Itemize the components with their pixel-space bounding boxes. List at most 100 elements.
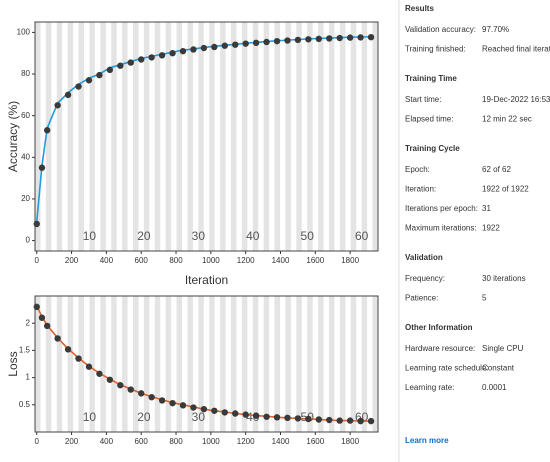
epoch-stripe <box>45 22 52 251</box>
learn-more-link[interactable]: Learn more <box>405 436 449 445</box>
epoch-stripe <box>67 22 74 251</box>
x-tick-label: 1400 <box>272 256 290 265</box>
training-line <box>35 35 372 222</box>
x-tick-label: 1000 <box>202 256 220 265</box>
validation-point <box>38 314 46 321</box>
y-tick-label: 0 <box>26 236 31 245</box>
field-label: Epoch: <box>405 165 430 174</box>
epoch-stripe <box>198 22 204 251</box>
x-tick-label: 200 <box>65 256 79 265</box>
epoch-stripe <box>329 22 335 251</box>
validation-point <box>305 415 312 423</box>
epoch-stripe <box>176 296 182 432</box>
validation-point <box>190 46 197 53</box>
validation-point <box>357 34 364 41</box>
x-tick-label: 1200 <box>237 256 255 265</box>
epoch-stripe <box>187 296 193 432</box>
epoch-label: 60 <box>355 229 369 243</box>
epoch-stripe <box>361 296 368 432</box>
validation-point <box>326 35 333 42</box>
epoch-stripe <box>67 296 74 432</box>
y-tick-label: 1.5 <box>19 346 31 355</box>
epoch-stripe <box>133 296 139 432</box>
field-value: 0.0001 <box>482 383 507 392</box>
epoch-stripe <box>285 296 291 432</box>
epoch-stripe <box>241 22 248 251</box>
epoch-stripe <box>252 296 259 432</box>
section-title: Training Cycle <box>405 144 460 153</box>
epoch-stripe <box>361 22 368 251</box>
field-label: Learning rate schedule: <box>405 364 489 373</box>
validation-point <box>158 397 166 404</box>
x-tick-label: 0 <box>35 256 40 265</box>
validation-point <box>148 54 155 61</box>
y-tick-label: 0.5 <box>19 400 31 409</box>
epoch-stripe <box>252 22 259 251</box>
epoch-label: 10 <box>83 229 97 243</box>
validation-point <box>315 35 323 43</box>
x-tick-label: 1800 <box>341 437 359 446</box>
epoch-stripe <box>241 296 248 432</box>
validation-point <box>138 56 145 63</box>
y-tick-label: 60 <box>21 111 30 120</box>
epoch-stripe <box>78 22 84 251</box>
epoch-stripe <box>274 296 280 432</box>
validation-point <box>367 33 375 41</box>
x-tick-label: 800 <box>169 437 183 446</box>
validation-point <box>273 37 281 45</box>
y-tick-label: 2 <box>26 318 31 327</box>
validation-point <box>106 66 114 74</box>
epoch-stripe <box>329 296 335 432</box>
validation-point <box>232 41 239 48</box>
epoch-label: 20 <box>137 410 151 424</box>
x-tick-label: 400 <box>100 437 114 446</box>
x-tick-label: 800 <box>169 256 183 265</box>
epoch-stripe <box>263 22 270 251</box>
y-tick-label: 40 <box>21 152 30 161</box>
field-label: Hardware resource: <box>405 344 475 353</box>
validation-point <box>64 346 72 353</box>
section-title: Validation <box>405 253 443 262</box>
x-tick-label: 1400 <box>272 437 290 446</box>
field-value: Reached final iteration <box>482 45 550 54</box>
epoch-stripe <box>285 22 291 251</box>
training-line <box>36 305 372 422</box>
validation-point <box>294 36 302 44</box>
validation-point <box>284 414 291 422</box>
validation-point <box>357 417 364 425</box>
validation-point <box>232 410 239 417</box>
y-axis-label: Accuracy (%) <box>6 101 20 172</box>
field-value: 31 <box>482 204 491 213</box>
epoch-stripe <box>165 22 172 251</box>
epoch-stripe <box>350 296 357 432</box>
field-value: Single CPU <box>482 344 524 353</box>
epoch-stripe <box>78 296 84 432</box>
epoch-stripe <box>220 22 226 251</box>
field-label: Frequency: <box>405 274 445 283</box>
epoch-stripe <box>318 296 324 432</box>
section-title: Results <box>405 4 434 13</box>
validation-point <box>211 407 218 414</box>
validation-point <box>221 409 228 416</box>
validation-point <box>346 417 354 424</box>
x-tick-label: 1000 <box>202 437 220 446</box>
validation-point <box>106 376 114 383</box>
epoch-stripe <box>209 22 215 251</box>
validation-point <box>336 34 343 42</box>
validation-point <box>117 62 124 69</box>
epoch-stripe <box>339 296 346 432</box>
epoch-stripe <box>198 296 204 432</box>
epoch-stripe <box>231 22 237 251</box>
validation-point <box>305 36 312 43</box>
validation-point <box>284 37 291 44</box>
section-title: Other Information <box>405 323 473 332</box>
y-tick-label: 80 <box>21 69 30 78</box>
field-value: 1922 <box>482 224 500 233</box>
validation-point <box>294 415 302 422</box>
validation-point <box>211 43 218 51</box>
field-label: Learning rate: <box>405 383 454 392</box>
field-label: Patience: <box>405 294 438 303</box>
field-value: 30 iterations <box>482 274 526 283</box>
validation-point <box>190 404 197 411</box>
